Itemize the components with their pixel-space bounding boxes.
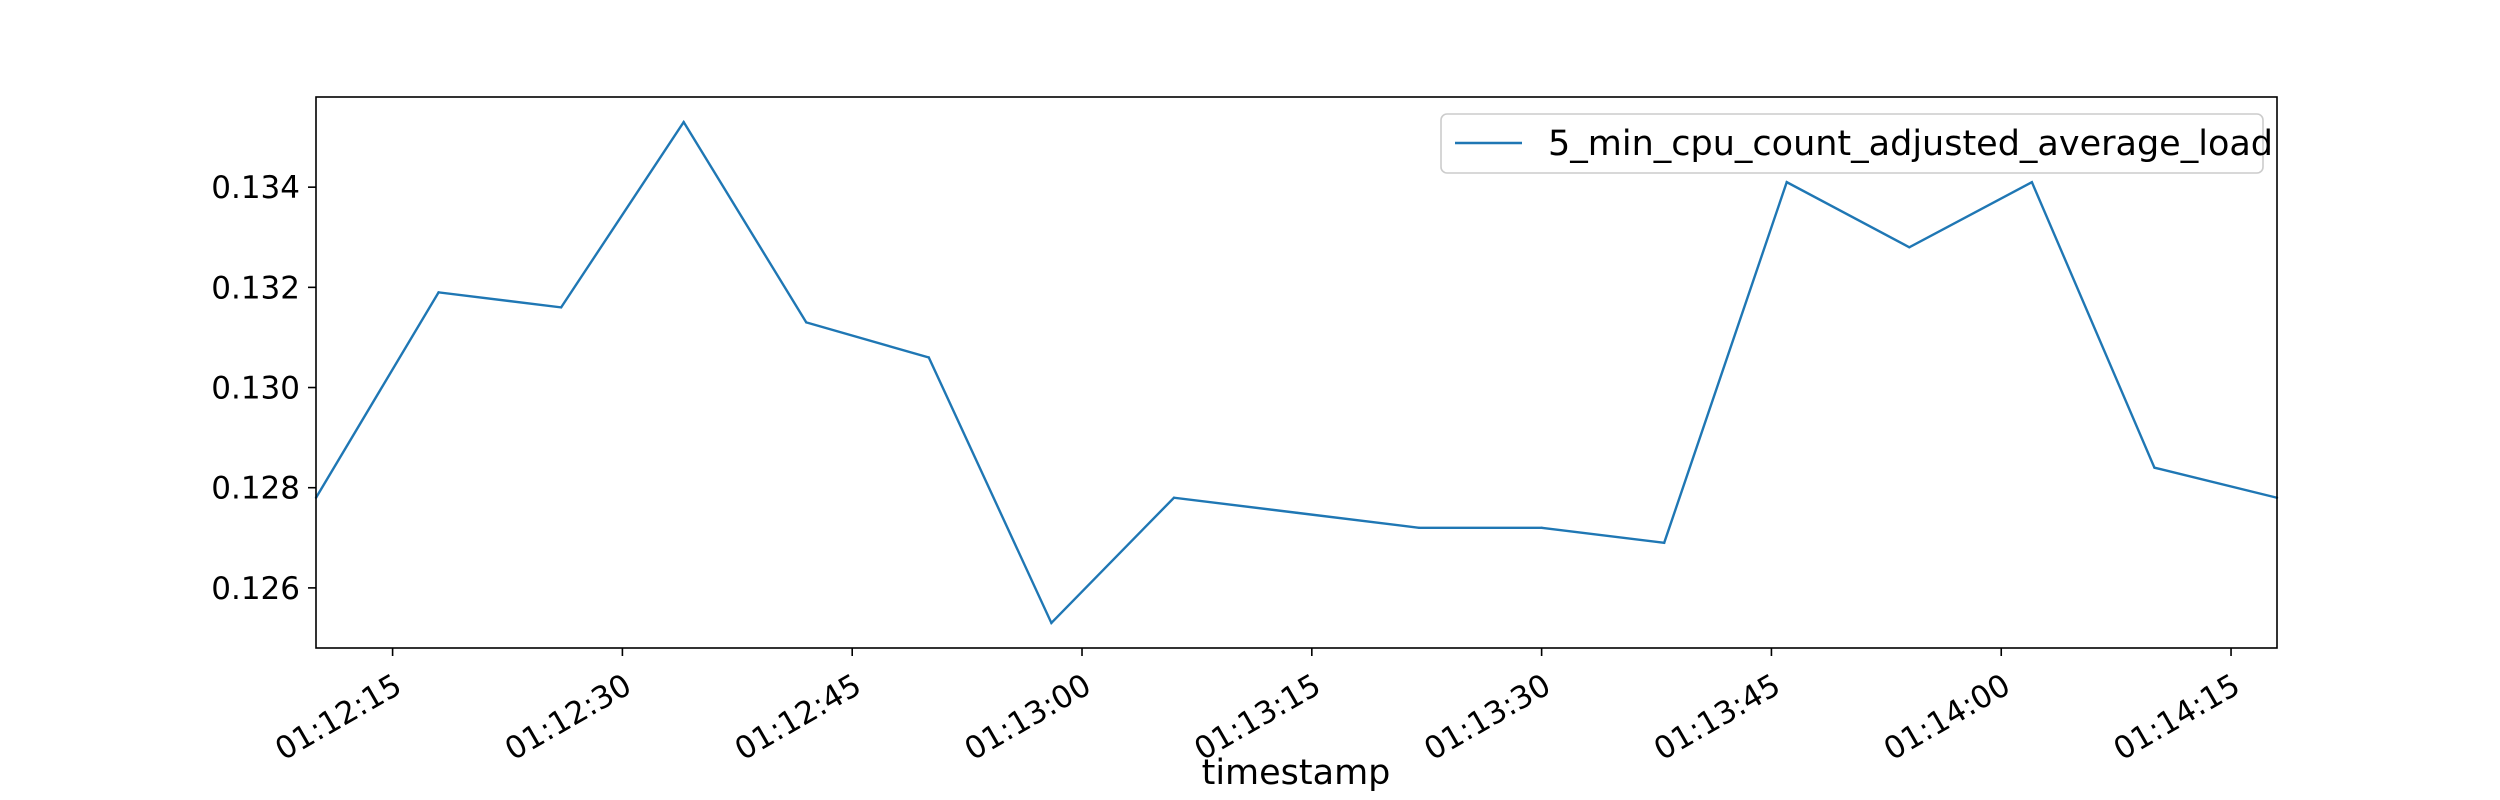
- x-axis: 01:12:15 01:12:30 01:12:45 01:13:00 01:13:15…: [269, 648, 2246, 768]
- data-point: [927, 356, 931, 359]
- y-tick-label: 0.130: [211, 371, 300, 407]
- series-group: [314, 119, 2279, 626]
- data-point: [1540, 526, 1543, 529]
- y-tick-label: 0.134: [211, 170, 300, 206]
- x-tick-label: 01:12:30: [499, 667, 638, 768]
- x-tick-label: 01:14:00: [1878, 667, 2017, 768]
- x-tick-label: 01:12:15: [269, 667, 408, 768]
- y-tick-label: 0.126: [211, 571, 300, 607]
- data-point: [1785, 180, 1788, 184]
- x-axis-label: timestamp: [1202, 753, 1391, 793]
- data-point: [2153, 466, 2156, 469]
- series-layer: [314, 119, 2279, 626]
- y-tick-label: 0.128: [211, 471, 300, 507]
- plot-frame: [315, 96, 2278, 649]
- data-point: [682, 120, 685, 124]
- data-point: [1662, 541, 1666, 545]
- x-tick-label: 01:13:00: [959, 667, 1098, 768]
- data-point: [437, 291, 440, 294]
- data-point: [1172, 496, 1176, 499]
- x-tick-label: 01:13:30: [1418, 667, 1557, 768]
- data-point: [1417, 526, 1421, 529]
- y-axis: 0.126 0.128 0.130 0.132 0.134: [211, 170, 316, 607]
- data-point: [2030, 180, 2034, 184]
- data-point: [1295, 511, 1298, 514]
- legend-box: [1440, 113, 2264, 174]
- legend-label: 5_min_cpu_count_adjusted_average_load: [1548, 124, 2273, 164]
- x-tick-label: 01:13:45: [1648, 667, 1787, 768]
- x-tick-label: 01:12:45: [729, 667, 868, 768]
- x-tick-label: 01:14:15: [2108, 667, 2247, 768]
- legend: 5_min_cpu_count_adjusted_average_load: [1440, 113, 2273, 174]
- data-point: [1050, 621, 1053, 625]
- data-point: [559, 306, 563, 309]
- plot-area: [316, 97, 2277, 648]
- data-point: [1908, 246, 1911, 249]
- data-point: [805, 321, 808, 324]
- y-tick-label: 0.132: [211, 270, 300, 306]
